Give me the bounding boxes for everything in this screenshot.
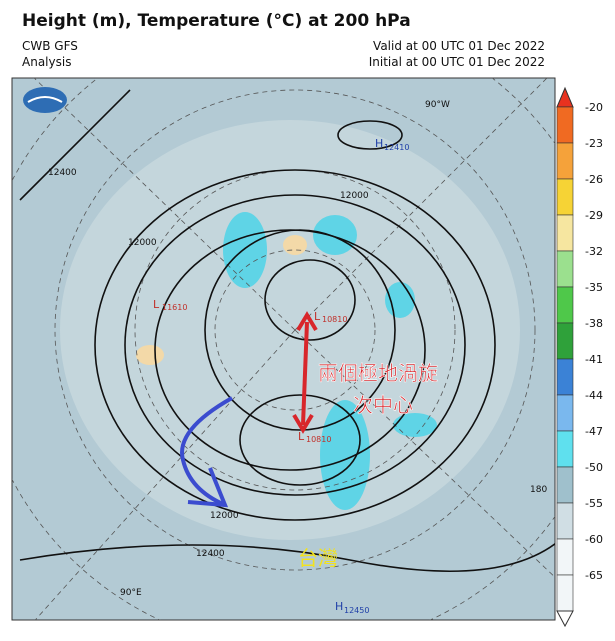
red-arrow [292,311,318,434]
map: 12400 12000 12000 L 11610 H 12410 L 1081… [11,77,556,621]
low-marker: L [314,310,321,323]
low-value: 11610 [162,303,187,312]
high-value: 12410 [384,143,409,152]
low-value: 10810 [322,315,347,324]
colorbar-label: -26 [585,173,603,186]
contour-label: 12000 [210,511,239,521]
colorbar-label: -50 [585,461,603,474]
colorbar: -20 -23 -26 -29 -32 -35 -38 -41 -44 -47 -50 -55 -60 -… [556,86,603,628]
contour-label: 12000 [340,191,369,201]
colorbar-label: -44 [585,389,603,402]
field [60,120,520,540]
high-value: 12450 [344,606,369,615]
colorbar-segment [556,178,574,216]
low-marker: L [298,430,305,443]
colorbar-segment [556,250,574,288]
meridian-label: 90°W [425,100,450,110]
colorbar-segment [556,142,574,180]
warm-patch [283,235,307,255]
low-value: 10810 [306,435,331,444]
meridian-label: 180 [530,485,547,495]
contour-label: 12000 [128,238,157,248]
graticule [12,78,555,620]
analysis: Analysis [22,55,71,69]
colorbar-segment [556,358,574,396]
colorbar-label: -65 [585,569,603,582]
contour-label: 12400 [196,549,225,559]
cold-core [223,212,267,288]
contour-label: 12400 [48,168,77,178]
colorbar-label: -32 [585,245,603,258]
cold-core [385,282,415,318]
colorbar-label: -60 [585,533,603,546]
valid-time: Valid at 00 UTC 01 Dec 2022 [373,39,545,53]
colorbar-segment [556,286,574,324]
colorbar-label: -29 [585,209,603,222]
annotation: 台灣 [298,546,338,570]
annotation: 兩個極地渦旋 [318,361,438,385]
colorbar-label: -23 [585,137,603,150]
colorbar-label: -41 [585,353,603,366]
colorbar-arrow [556,610,574,628]
colorbar-label: -20 [585,101,603,114]
agency-logo [23,87,67,113]
colorbar-segment [556,394,574,432]
colorbar-arrow [556,86,574,108]
colorbar-segment [556,214,574,252]
title: Height (m), Temperature (°C) at 200 hPa [22,11,411,31]
colorbar-label: -35 [585,281,603,294]
colorbar-segment [556,466,574,504]
blue-arrow [180,396,233,508]
colorbar-label: -38 [585,317,603,330]
model: CWB GFS [22,39,78,53]
high-marker: H [375,137,383,150]
high-marker: H [335,600,343,613]
annotation: 次中心 [353,393,413,417]
meridian-label: 90°E [120,588,142,598]
height-contours [19,89,555,572]
map-layers [12,78,555,620]
colorbar-segment [556,106,574,144]
colorbar-segment [556,574,574,612]
cold-core [393,413,437,437]
colorbar-segment [556,502,574,540]
colorbar-label: -55 [585,497,603,510]
cold-core [313,215,357,255]
colorbar-segment [556,430,574,468]
colorbar-segment [556,322,574,360]
initial-time: Initial at 00 UTC 01 Dec 2022 [369,55,545,69]
colorbar-label: -47 [585,425,603,438]
low-marker: L [153,298,160,311]
warm-patch [136,345,164,365]
colorbar-segment [556,538,574,576]
